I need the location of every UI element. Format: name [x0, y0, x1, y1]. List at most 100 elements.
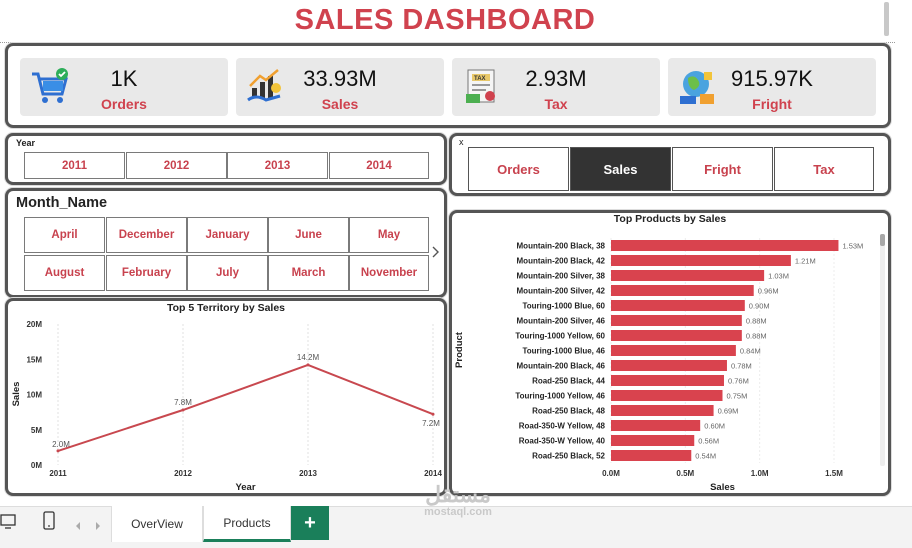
data-label: 0.60M: [704, 422, 725, 431]
kpi-fright-label: Fright: [752, 96, 792, 112]
category-label: Mountain-200 Silver, 42: [517, 287, 606, 296]
products-chart-scrollbar[interactable]: [880, 234, 885, 466]
bar: [611, 420, 701, 431]
month-option-march[interactable]: March: [268, 255, 349, 291]
month-option-july[interactable]: July: [187, 255, 268, 291]
category-label: Road-350-W Yellow, 48: [519, 422, 606, 431]
bar: [611, 240, 839, 251]
x-tick-label: 1.5M: [825, 469, 843, 478]
x-tick-label: 0.5M: [676, 469, 694, 478]
x-tick-label: 1.0M: [751, 469, 769, 478]
measure-option-orders[interactable]: Orders: [468, 147, 569, 191]
x-tick-label: 0.0M: [602, 469, 620, 478]
products-chart-title: Top Products by Sales: [613, 213, 727, 225]
territory-chart-panel: [5, 298, 447, 496]
data-point: [431, 412, 435, 416]
products-bar-chart: 0.0M 0.5M 1.0M 1.5M Sales Product Mountain-200…: [454, 238, 863, 492]
month-option-april[interactable]: April: [24, 217, 105, 253]
divider: [0, 42, 895, 43]
data-label: 0.84M: [740, 347, 761, 356]
data-point: [181, 408, 185, 412]
kpi-tax-label: Tax: [544, 96, 568, 112]
bar: [611, 255, 791, 266]
y-tick-label: 15M: [26, 355, 42, 364]
bar: [611, 315, 742, 326]
bar: [611, 345, 736, 356]
bar: [611, 285, 754, 296]
year-slicer-label: Year: [16, 138, 36, 148]
month-option-january[interactable]: January: [187, 217, 268, 253]
kpi-card-orders: 1K Orders: [20, 58, 228, 116]
category-label: Road-250 Black, 44: [532, 377, 605, 386]
measure-slicer-label: x: [459, 137, 464, 147]
watermark-url: mostaql.com: [424, 506, 492, 518]
month-option-june[interactable]: June: [268, 217, 349, 253]
data-label: 0.75M: [727, 392, 748, 401]
data-label: 0.78M: [731, 362, 752, 371]
data-label: 0.88M: [746, 332, 767, 341]
data-label: 0.90M: [749, 302, 770, 311]
y-axis-title: Product: [454, 331, 465, 368]
year-option-2012[interactable]: 2012: [126, 152, 227, 179]
kpi-card-tax: TAX 2.93M Tax: [452, 58, 660, 116]
chevron-right-icon[interactable]: [430, 245, 442, 259]
category-label: Touring-1000 Yellow, 46: [515, 392, 605, 401]
data-label: 1.53M: [842, 242, 863, 251]
scrollbar-thumb[interactable]: [880, 234, 885, 246]
y-tick-label: 0M: [31, 461, 42, 470]
tab-products[interactable]: Products: [203, 506, 291, 542]
month-option-december[interactable]: December: [106, 217, 187, 253]
x-tick-label: 2011: [49, 469, 67, 478]
data-point: [56, 449, 60, 453]
kpi-orders-value: 1K: [110, 66, 138, 91]
territory-chart-title: Top 5 Territory by Sales: [166, 302, 286, 314]
kpi-card-fright: 915.97K Fright: [668, 58, 876, 116]
year-option-2013[interactable]: 2013: [227, 152, 328, 179]
year-option-2011[interactable]: 2011: [24, 152, 125, 179]
shopping-cart-icon: [30, 66, 70, 108]
watermark-logo: مستقل: [425, 482, 491, 507]
mobile-view-icon[interactable]: [42, 510, 56, 532]
data-label: 0.56M: [698, 437, 719, 446]
category-label: Mountain-200 Silver, 38: [517, 272, 606, 281]
bar: [611, 450, 692, 461]
category-label: Mountain-200 Silver, 46: [517, 317, 606, 326]
kpi-orders-label: Orders: [101, 96, 147, 112]
kpi-fright-value: 915.97K: [731, 66, 813, 91]
data-label: 7.8M: [174, 398, 192, 407]
month-option-november[interactable]: November: [349, 255, 429, 291]
data-label: 7.2M: [422, 419, 440, 428]
y-tick-label: 20M: [26, 320, 42, 329]
month-option-august[interactable]: August: [24, 255, 105, 291]
x-axis-title: Year: [235, 482, 255, 493]
kpi-card-sales: 33.93M Sales: [236, 58, 444, 116]
tax-document-icon: TAX: [462, 66, 502, 108]
measure-option-sales[interactable]: Sales: [570, 147, 671, 191]
data-label: 1.03M: [768, 272, 789, 281]
month-option-february[interactable]: February: [106, 255, 187, 291]
year-option-2014[interactable]: 2014: [329, 152, 429, 179]
x-tick-label: 2012: [174, 469, 192, 478]
kpi-tax-value: 2.93M: [525, 66, 587, 91]
bar: [611, 405, 714, 416]
category-label: Touring-1000 Yellow, 60: [515, 332, 605, 341]
sales-growth-icon: [246, 66, 286, 108]
tab-scroll-right-icon[interactable]: [94, 518, 102, 530]
month-slicer-label: Month_Name: [16, 195, 108, 211]
category-label: Mountain-200 Black, 46: [517, 362, 606, 371]
month-option-may[interactable]: May: [349, 217, 429, 253]
tab-overview[interactable]: OverView: [111, 506, 203, 542]
globe-shipping-icon: [678, 66, 718, 108]
measure-option-tax[interactable]: Tax: [774, 147, 874, 191]
svg-text:TAX: TAX: [474, 76, 486, 82]
measure-option-fright[interactable]: Fright: [672, 147, 773, 191]
data-label: 0.54M: [695, 452, 716, 461]
page-scrollbar[interactable]: [884, 2, 889, 36]
tab-scroll-left-icon[interactable]: [74, 518, 82, 530]
series-line: [57, 363, 434, 452]
add-page-button[interactable]: +: [291, 506, 329, 540]
desktop-view-icon[interactable]: [0, 512, 18, 532]
category-label: Mountain-200 Black, 38: [517, 242, 606, 251]
bar: [611, 390, 723, 401]
data-label: 0.76M: [728, 377, 749, 386]
